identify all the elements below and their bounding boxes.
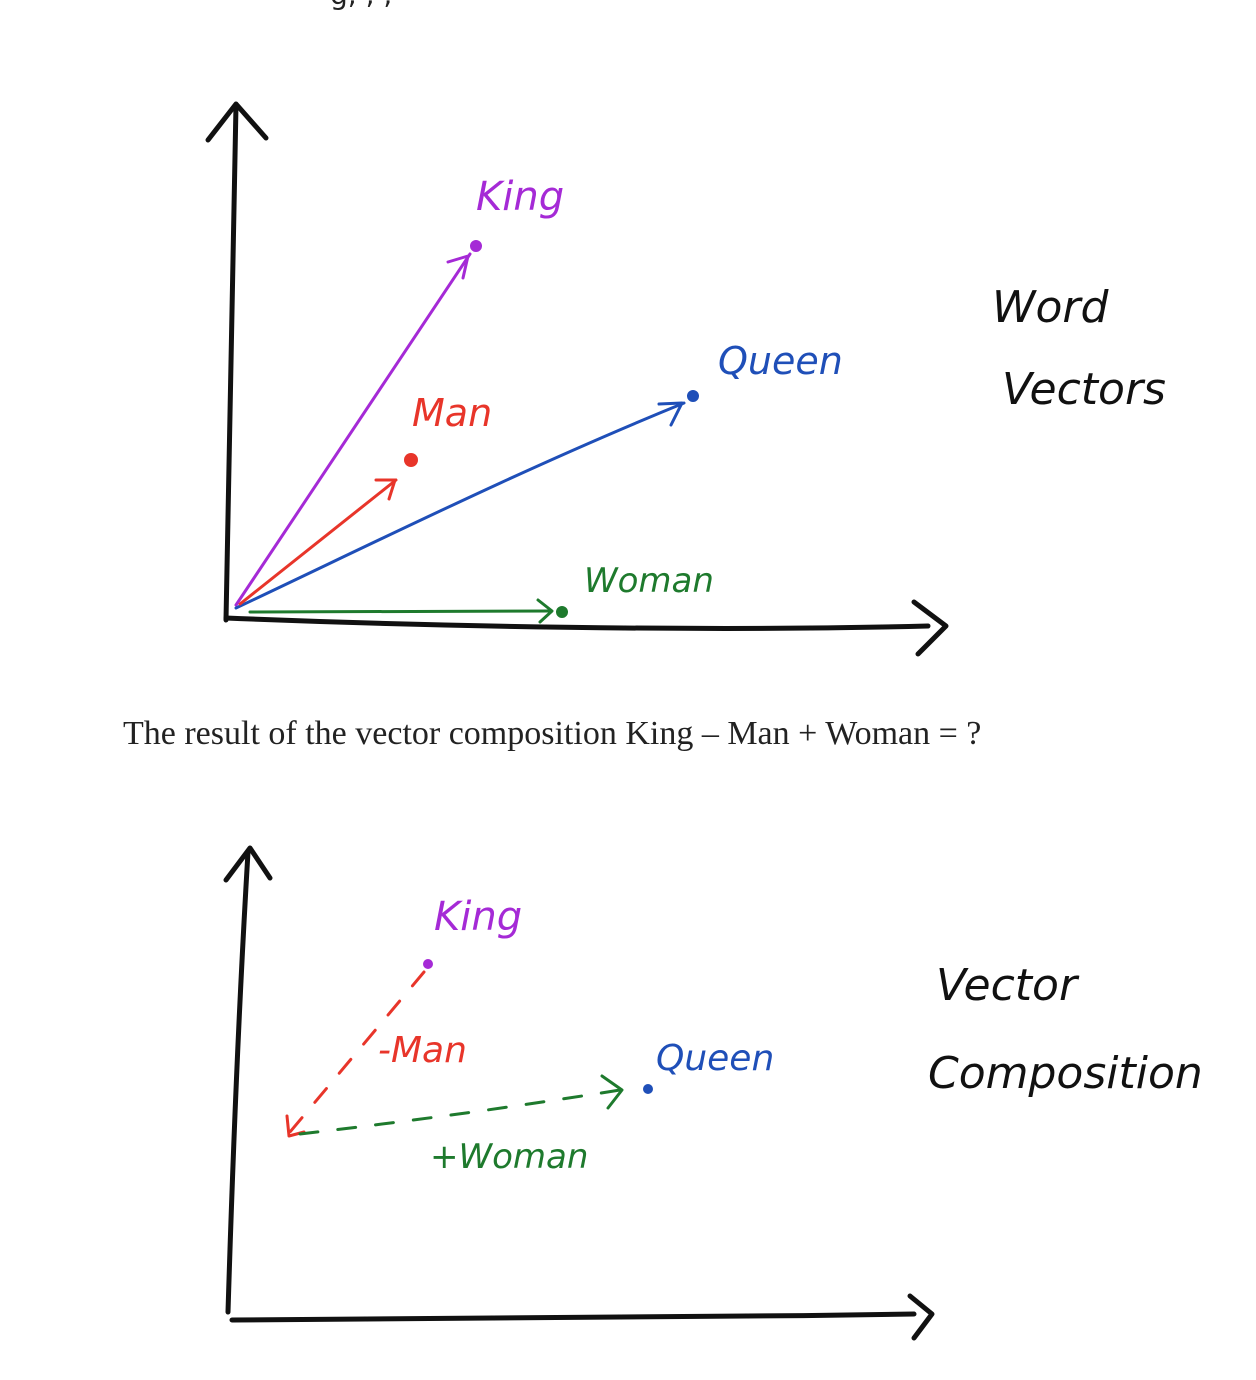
caption-text: The result of the vector composition Kin…: [123, 715, 982, 752]
x-axis-arrowhead: [907, 1293, 935, 1341]
king-label: King: [476, 174, 564, 220]
diagram-title-line2: Vectors: [1002, 364, 1166, 415]
axes: [205, 101, 949, 657]
y-axis-arrowhead: [205, 101, 269, 143]
minus-man-label: -Man: [378, 1030, 467, 1071]
woman-vector: [248, 598, 568, 624]
king-vector: [234, 240, 482, 607]
plus-woman-vector: [298, 1074, 624, 1136]
plus-woman-label: +Woman: [430, 1137, 588, 1177]
king-label: King: [434, 894, 522, 940]
word-vectors-svg: King Queen Man Woman Word Vectors: [205, 101, 1166, 657]
woman-label: Woman: [584, 561, 714, 601]
man-label: Man: [412, 391, 492, 435]
y-axis: [223, 102, 239, 623]
y-axis-arrowhead: [223, 845, 273, 883]
x-axis: [229, 1311, 917, 1323]
vector-composition-diagram: King Queen -Man +Woman Vector Compositio…: [0, 800, 1256, 1380]
queen-point: [643, 1084, 653, 1094]
diagram-title-line1: Vector: [936, 960, 1080, 1011]
queen-vector: [234, 390, 699, 610]
axes: [223, 845, 935, 1341]
queen-label: Queen: [718, 339, 843, 383]
x-axis: [223, 615, 931, 631]
vector-composition-svg: King Queen -Man +Woman Vector Compositio…: [223, 845, 1203, 1341]
diagram-title-line2: Composition: [928, 1048, 1203, 1099]
diagram-title-line1: Word: [992, 282, 1110, 333]
queen-label: Queen: [656, 1038, 774, 1079]
x-axis-arrowhead: [911, 599, 949, 657]
king-point: [423, 959, 433, 969]
cropped-text-fragment: g, , ,: [330, 0, 392, 11]
word-vectors-diagram: King Queen Man Woman Word Vectors: [205, 101, 1166, 657]
y-axis: [225, 849, 251, 1315]
man-vector: [238, 453, 418, 606]
